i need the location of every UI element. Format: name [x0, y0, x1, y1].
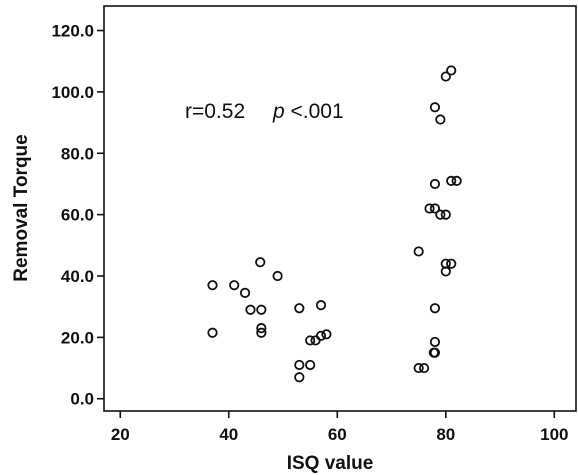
- data-point: [207, 327, 218, 338]
- data-point: [446, 65, 457, 76]
- x-axis-title: ISQ value: [287, 453, 374, 474]
- x-tick-label: 20: [111, 425, 130, 444]
- data-point: [424, 203, 435, 214]
- data-point: [294, 303, 305, 314]
- data-point: [429, 347, 441, 358]
- x-tick-label: 80: [436, 425, 455, 444]
- data-point: [413, 362, 424, 374]
- data-point: [429, 203, 441, 214]
- data-point: [418, 362, 430, 374]
- data-point: [435, 114, 446, 125]
- data-point: [315, 300, 327, 311]
- data-point: [294, 359, 305, 371]
- y-tick-label: 0.0: [70, 390, 94, 409]
- data-point: [245, 304, 256, 315]
- y-tick-label: 60.0: [61, 206, 94, 225]
- data-point: [305, 335, 316, 346]
- data-point: [315, 330, 327, 341]
- data-point: [440, 209, 451, 220]
- data-point: [229, 280, 240, 291]
- x-axis: 20 40 60 80 100: [111, 411, 568, 444]
- p-value-text: <.001: [291, 100, 344, 123]
- data-point: [429, 303, 441, 314]
- data-point: [429, 336, 441, 348]
- data-point: [256, 304, 267, 315]
- data-point: [305, 359, 316, 371]
- data-point: [255, 257, 266, 268]
- data-point: [239, 287, 251, 298]
- y-axis-title: Removal Torque: [11, 134, 32, 281]
- data-point: [440, 71, 451, 82]
- y-axis: 0.0 20.0 40.0 60.0 80.0 100.0 120.0: [51, 22, 104, 409]
- data-point: [207, 280, 218, 291]
- data-point: [321, 329, 332, 340]
- x-tick-label: 40: [219, 425, 238, 444]
- x-tick-label: 100: [540, 425, 568, 444]
- y-tick-label: 100.0: [51, 83, 94, 102]
- y-tick-label: 20.0: [61, 328, 94, 347]
- data-point: [435, 209, 446, 220]
- data-point: [256, 323, 267, 334]
- data-point: [413, 246, 424, 257]
- data-point: [310, 335, 321, 346]
- data-point: [294, 372, 305, 383]
- r-value-text: r=0.52: [185, 100, 245, 123]
- data-point: [446, 175, 457, 186]
- data-point: [429, 102, 441, 113]
- data-point: [451, 175, 462, 186]
- data-point: [256, 327, 267, 338]
- data-point: [440, 266, 451, 277]
- p-label: p: [272, 100, 285, 123]
- plot-area-frame: [103, 5, 577, 412]
- data-point: [272, 270, 283, 282]
- x-tick-label: 60: [328, 425, 347, 444]
- y-tick-label: 40.0: [61, 267, 94, 286]
- correlation-annotation: r=0.52 p <.001: [185, 100, 344, 123]
- data-points: [207, 65, 462, 383]
- data-point: [429, 178, 441, 190]
- data-point: [446, 258, 457, 269]
- y-tick-label: 80.0: [61, 144, 94, 163]
- y-tick-label: 120.0: [51, 22, 94, 41]
